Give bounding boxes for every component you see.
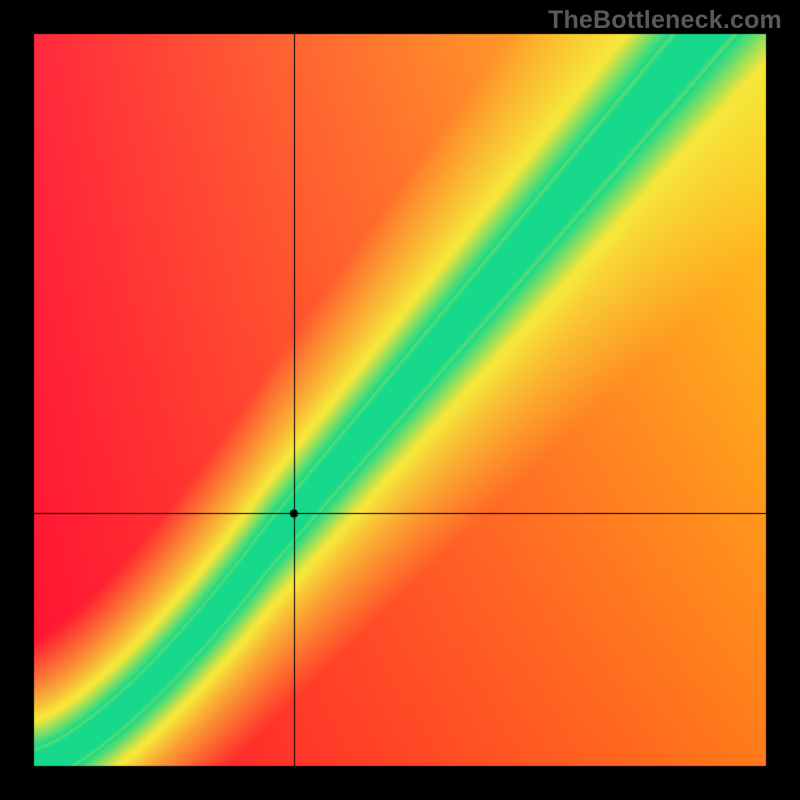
chart-container: { "watermark": { "text": "TheBottleneck.… (0, 0, 800, 800)
watermark-text: TheBottleneck.com (548, 6, 782, 35)
bottleneck-heatmap (0, 0, 800, 800)
